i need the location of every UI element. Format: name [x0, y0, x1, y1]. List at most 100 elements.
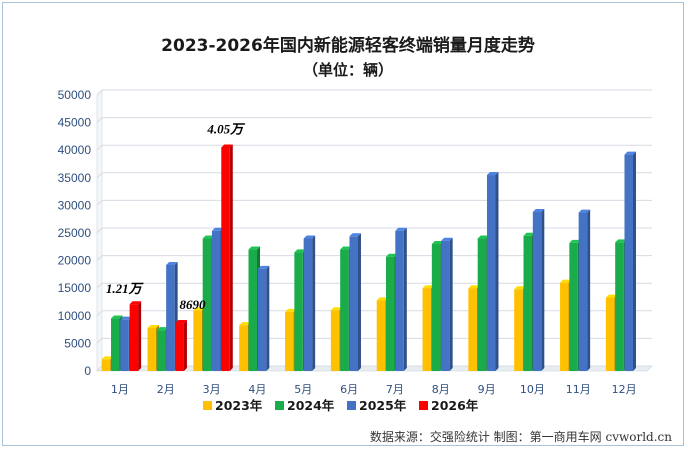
bar-top	[624, 151, 636, 155]
bar-front	[175, 323, 184, 371]
bar-2025年-4月	[257, 265, 270, 371]
gridline-side	[96, 310, 103, 317]
bar-2025年-12月	[624, 151, 636, 371]
bar-top	[166, 262, 178, 266]
bar-front	[120, 319, 129, 371]
bar-front	[523, 235, 533, 371]
bar-front	[605, 297, 615, 371]
bar-front	[147, 327, 157, 371]
y-tick-label: 15000	[58, 281, 92, 295]
chart-frame: 2023-2026年国内新能源轻客终端销量月度走势 （单位：辆） 0 5000 10…	[2, 2, 684, 446]
bar-front	[386, 256, 395, 371]
legend-swatch	[347, 401, 356, 410]
gridline-side	[96, 200, 103, 206]
bar-front	[294, 252, 303, 371]
bar-front	[129, 304, 139, 371]
bar-top	[221, 144, 233, 148]
bar-side	[449, 237, 453, 371]
y-tick-label: 10000	[58, 309, 92, 323]
bar-side	[183, 320, 187, 371]
source-note: 数据来源：交强险统计 制图：第一商用车网 cvworld.cn	[370, 429, 672, 444]
bar-top	[523, 232, 536, 236]
bar-2025年-11月	[578, 209, 591, 371]
y-tick-label: 20000	[58, 254, 92, 268]
gridline-side	[96, 282, 103, 289]
bar-side	[403, 227, 407, 371]
bar-top	[605, 294, 618, 298]
bar-front	[468, 288, 477, 371]
bar-front	[111, 318, 120, 371]
bar-top	[395, 227, 407, 231]
gridline-side	[96, 365, 103, 372]
bar-top	[340, 246, 352, 250]
gridline-side	[96, 338, 103, 344]
chart-subtitle: （单位：辆）	[303, 61, 393, 79]
bar-top	[303, 235, 316, 239]
bar-top	[239, 322, 251, 326]
chart-title: 2023-2026年国内新能源轻客终端销量月度走势	[161, 35, 535, 56]
bar-front	[441, 240, 450, 371]
bar-front	[330, 310, 340, 371]
bar-top	[257, 265, 270, 269]
x-tick-label: 1月	[111, 383, 129, 396]
bar-top	[294, 249, 306, 253]
bar-side	[357, 233, 361, 371]
data-annotation: 4.05万	[206, 121, 246, 136]
x-tick-label: 6月	[340, 383, 358, 396]
bar-top	[486, 172, 499, 176]
y-tick-label: 50000	[58, 88, 92, 102]
legend-item-2026年: 2026年	[419, 398, 479, 413]
x-tick-label: 4月	[248, 383, 266, 396]
bar-front	[303, 238, 313, 371]
legend-label: 2026年	[431, 398, 479, 413]
legend-swatch	[275, 401, 284, 410]
bar-front	[569, 242, 578, 371]
y-tick-label: 25000	[58, 226, 92, 240]
bar-top	[431, 241, 444, 245]
bar-side	[138, 301, 142, 371]
bar-top	[175, 320, 187, 324]
bar-front	[532, 212, 542, 371]
bar-front	[431, 244, 441, 371]
bar-front	[166, 265, 175, 371]
bar-2025年-10月	[532, 209, 545, 371]
gridline-side	[96, 172, 103, 179]
bar-top	[156, 327, 169, 331]
x-tick-label: 12月	[612, 383, 637, 396]
legend-item-2023年: 2023年	[203, 398, 263, 413]
bar-front	[221, 147, 230, 371]
bar-front	[202, 238, 212, 371]
bar-front	[285, 311, 294, 371]
bar-front	[193, 310, 202, 371]
gridline-side	[96, 255, 103, 261]
bar-front	[615, 242, 624, 371]
bar-2025年-6月	[349, 233, 361, 371]
legend-item-2025年: 2025年	[347, 398, 407, 413]
y-tick-label: 40000	[58, 143, 92, 157]
plot-area: 0 5000 10000 15000 20000 25000 30000 35000 40000…	[58, 88, 653, 396]
y-tick-label: 35000	[58, 171, 92, 185]
bar-front	[349, 236, 358, 371]
bar-top	[211, 227, 224, 231]
y-tick-label: 5000	[64, 336, 91, 350]
chart: 2023-2026年国内新能源轻客终端销量月度走势 （单位：辆） 0 5000 10…	[58, 35, 673, 444]
bar-front	[376, 300, 386, 371]
y-tick-label: 0	[84, 364, 91, 378]
bar-top	[422, 285, 435, 289]
bar-top	[441, 237, 453, 241]
bar-front	[395, 230, 404, 371]
bar-side	[495, 172, 499, 371]
bar-top	[330, 307, 343, 311]
bar-top	[349, 233, 361, 237]
bar-front	[514, 289, 523, 371]
gridline-side	[96, 144, 103, 151]
legend-item-2024年: 2024年	[275, 398, 335, 413]
bar-2026年-2月	[175, 320, 187, 371]
legend-label: 2023年	[215, 398, 263, 413]
bar-top	[560, 279, 572, 283]
data-annotation: 8690	[179, 297, 206, 312]
y-tick-label: 30000	[58, 198, 92, 212]
bar-front	[101, 359, 111, 371]
x-tick-label: 2月	[157, 383, 175, 396]
bar-top	[202, 235, 215, 239]
